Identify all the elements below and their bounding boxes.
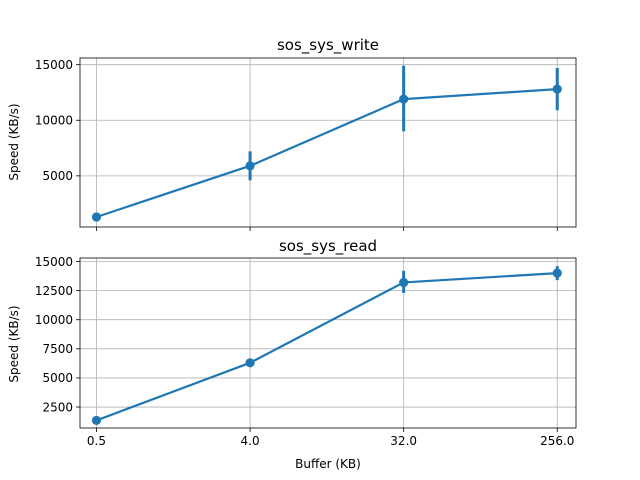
y-tick-label: 2500 [42, 400, 73, 414]
y-axis-label-write: Speed (KB/s) [7, 103, 21, 180]
y-axis-label-read: Speed (KB/s) [7, 305, 21, 382]
x-tick-label: 32.0 [390, 434, 417, 448]
y-tick-label: 5000 [42, 169, 73, 183]
data-point [91, 212, 102, 222]
plot-area-write [80, 58, 576, 227]
plot-area-read [80, 258, 576, 428]
data-point [91, 415, 102, 426]
axes-frame-read [79, 257, 577, 429]
y-tick-label: 15000 [35, 255, 73, 269]
y-tick-label: 7500 [42, 342, 73, 356]
x-axis-label: Buffer (KB) [295, 457, 361, 471]
data-point [552, 84, 562, 94]
gridlines-read [80, 258, 576, 428]
ticks-read: 0.5 4.0 32.0 256.0 2500 5000 7500 10000 12500 150… [35, 255, 575, 448]
write-subplot: sos_sys_write Speed (KB/s) 5000 10000 1500… [7, 36, 577, 231]
x-tick-label: 256.0 [540, 434, 574, 448]
subplot-title-write: sos_sys_write [277, 36, 379, 55]
y-tick-label: 10000 [35, 114, 73, 128]
data-marks-read [91, 266, 562, 426]
x-tick-label: 0.5 [87, 434, 106, 448]
y-tick-label: 12500 [35, 284, 73, 298]
y-tick-label: 5000 [42, 371, 73, 385]
x-tick-label: 4.0 [241, 434, 260, 448]
series-line-read [96, 272, 558, 422]
data-point [552, 268, 562, 278]
data-marks-write [91, 65, 562, 222]
ticks-write: 5000 10000 15000 [35, 58, 558, 231]
data-point [245, 358, 255, 368]
y-tick-label: 10000 [35, 313, 73, 327]
data-point [399, 277, 409, 288]
axes-frame-write [79, 57, 577, 228]
y-tick-label: 15000 [35, 58, 73, 72]
data-point [399, 94, 409, 104]
data-point [245, 161, 255, 171]
read-subplot: sos_sys_read Speed (KB/s) Buffer (KB) 0.… [7, 237, 577, 471]
subplot-title-read: sos_sys_read [279, 237, 377, 256]
series-line-write [96, 88, 558, 219]
